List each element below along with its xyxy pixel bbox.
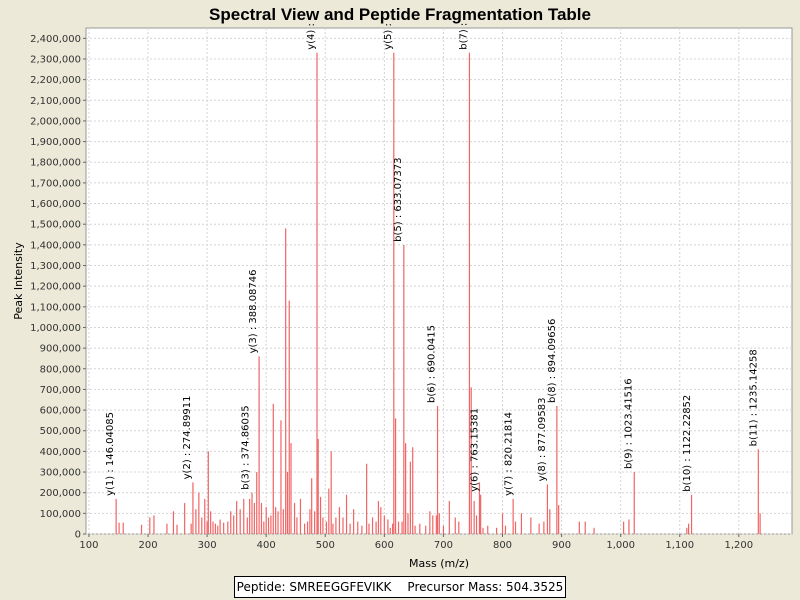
x-tick-label: 100: [79, 540, 98, 551]
peak-annotation: y(2) : 274.89911: [182, 395, 193, 479]
peak-annotation: b(10) : 1122.22852: [682, 395, 693, 492]
peak-annotation: y(7) : 820.21814: [503, 412, 514, 496]
peak-annotation: b(6) : 690.0415: [427, 325, 438, 403]
peak-annotation: b(11) : 1235.14258: [749, 349, 760, 446]
x-tick-label: 900: [552, 540, 571, 551]
peak-labels: y(1) : 146.04085 y(2) : 274.89911 b(3) : 3…: [105, 23, 759, 496]
x-tick-label: 1,200: [725, 540, 754, 551]
y-axis-label: Peak Intensity: [12, 242, 25, 320]
peak-annotation: b(7) :: [458, 23, 469, 50]
y-tick-label: 1,600,000: [30, 199, 81, 210]
peak-annotation: b(3) : 374.86035: [240, 405, 251, 489]
y-tick-label: 1,000,000: [30, 323, 81, 334]
peak-annotation: y(5) :: [383, 23, 394, 50]
y-tick-label: 700,000: [40, 385, 81, 396]
chart-title: Spectral View and Peptide Fragmentation …: [209, 5, 591, 24]
grid: [86, 28, 792, 535]
x-tick-label: 800: [493, 540, 512, 551]
y-tick-label: 200,000: [40, 488, 81, 499]
y-tick-label: 1,100,000: [30, 302, 81, 313]
peak-annotation: b(5) : 633.07373: [393, 158, 404, 242]
y-tick-label: 1,900,000: [30, 137, 81, 148]
x-tick-label: 1,100: [665, 540, 694, 551]
peak-annotation: y(6) : 763.15381: [470, 408, 481, 492]
y-tick-label: 2,400,000: [30, 34, 81, 45]
y-tick-label: 2,200,000: [30, 75, 81, 86]
peak-annotation: y(4) :: [306, 23, 317, 50]
x-axis-ticks: 100 200 300 400 500 600 700 800 900 1,000 1,100 1,2…: [79, 534, 753, 551]
peak-annotation: y(1) : 146.04085: [105, 412, 116, 496]
peak-annotation: b(8) : 894.09656: [547, 319, 558, 403]
x-tick-label: 500: [316, 540, 335, 551]
x-tick-label: 300: [198, 540, 217, 551]
y-tick-label: 0: [75, 530, 81, 541]
x-tick-label: 600: [375, 540, 394, 551]
peak-annotation: y(8) : 877.09583: [537, 398, 548, 482]
y-tick-label: 300,000: [40, 468, 81, 479]
x-tick-label: 200: [138, 540, 157, 551]
plot-area: [85, 27, 793, 535]
legend-box: Peptide: SMREEGGFEVIKK Precursor Mass: 5…: [234, 576, 566, 598]
y-tick-label: 400,000: [40, 447, 81, 458]
x-axis-label: Mass (m/z): [409, 557, 469, 570]
y-tick-label: 2,100,000: [30, 96, 81, 107]
y-tick-label: 100,000: [40, 509, 81, 520]
y-tick-label: 1,300,000: [30, 261, 81, 272]
y-tick-label: 1,500,000: [30, 220, 81, 231]
y-tick-label: 2,300,000: [30, 54, 81, 65]
x-tick-label: 1,000: [606, 540, 635, 551]
peptide-label: Peptide: SMREEGGFEVIKK: [236, 580, 392, 594]
y-tick-label: 600,000: [40, 406, 81, 417]
peaks: [115, 52, 761, 534]
y-tick-label: 500,000: [40, 426, 81, 437]
peak-annotation: b(9) : 1023.41516: [624, 378, 635, 469]
y-tick-label: 800,000: [40, 364, 81, 375]
x-tick-label: 700: [434, 540, 453, 551]
y-tick-label: 2,000,000: [30, 116, 81, 127]
y-axis-ticks: 0 100,000 200,000 300,000 400,000 500,000 600,…: [30, 34, 86, 541]
y-tick-label: 1,800,000: [30, 158, 81, 169]
x-tick-label: 400: [257, 540, 276, 551]
peak-annotation: y(3) : 388.08746: [248, 269, 259, 353]
y-tick-label: 900,000: [40, 344, 81, 355]
y-tick-label: 1,400,000: [30, 240, 81, 251]
precursor-mass-label: Precursor Mass: 504.3525: [407, 580, 564, 594]
y-tick-label: 1,200,000: [30, 282, 81, 293]
y-tick-label: 1,700,000: [30, 178, 81, 189]
